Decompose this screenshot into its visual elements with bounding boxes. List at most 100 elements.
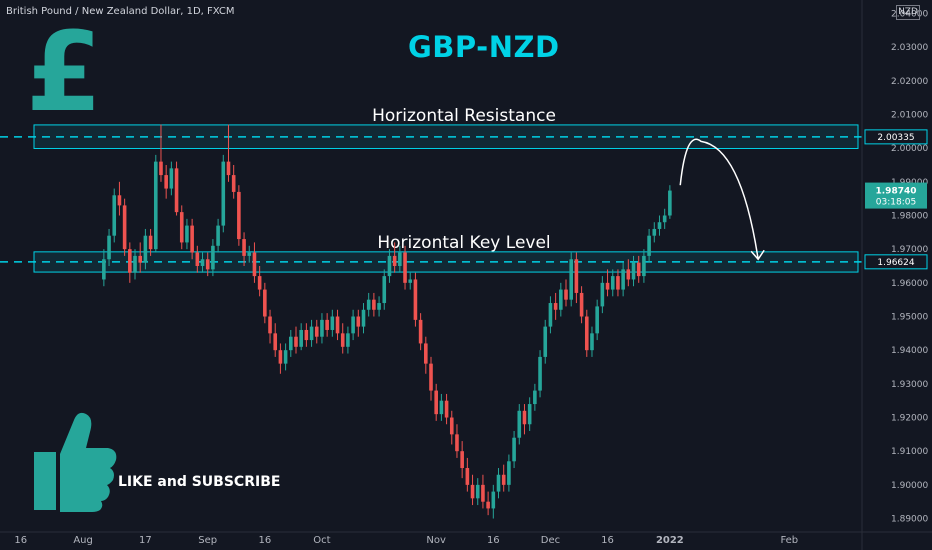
candle-body — [377, 303, 381, 310]
x-tick-label: Sep — [198, 535, 217, 546]
candle-105 — [647, 228, 651, 263]
x-tick-label: 2022 — [656, 535, 684, 546]
candle-body — [346, 333, 350, 347]
candle-61 — [418, 313, 423, 351]
candle-29 — [252, 242, 257, 283]
candle-body — [143, 235, 148, 263]
candle-body — [226, 161, 231, 176]
candle-25 — [231, 164, 236, 199]
candle-body — [340, 333, 345, 347]
candle-32 — [268, 309, 272, 344]
candle-15 — [179, 205, 184, 250]
candle-52 — [372, 292, 376, 317]
y-tick-label: 2.03000 — [891, 43, 928, 53]
candle-body — [190, 225, 194, 253]
candle-body — [179, 212, 184, 243]
candle-body — [299, 329, 303, 347]
candle-body — [522, 410, 527, 425]
candle-16 — [185, 218, 189, 250]
candle-body — [424, 343, 428, 364]
candle-74 — [486, 491, 490, 516]
x-tick-label: Aug — [73, 535, 93, 546]
zone-price-label-1: 1.96624 — [877, 258, 914, 268]
projection-arrow — [679, 138, 759, 260]
candle-11 — [159, 124, 163, 182]
candle-body — [185, 225, 189, 243]
candle-85 — [543, 319, 548, 364]
candle-78 — [507, 454, 511, 492]
y-tick-label: 1.91000 — [891, 447, 928, 457]
candle-95 — [595, 299, 599, 341]
candle-86 — [548, 296, 553, 334]
candle-body — [590, 333, 594, 351]
candle-54 — [382, 269, 387, 310]
candle-body — [133, 255, 137, 273]
candle-53 — [377, 296, 381, 317]
candle-55 — [387, 249, 392, 283]
y-tick-label: 2.04000 — [891, 9, 928, 19]
candle-body — [320, 319, 324, 337]
candle-body — [475, 484, 480, 499]
candle-6 — [133, 249, 137, 280]
candle-12 — [164, 164, 168, 199]
candle-90 — [569, 252, 574, 307]
candle-body — [636, 262, 641, 277]
candle-body — [117, 195, 122, 206]
candle-75 — [491, 484, 496, 519]
y-tick-label: 1.98000 — [891, 211, 928, 221]
candle-body — [247, 252, 252, 256]
candle-body — [288, 336, 293, 351]
candle-100 — [621, 262, 625, 297]
candle-body — [418, 319, 423, 344]
candle-body — [600, 282, 605, 307]
candle-body — [564, 289, 568, 300]
candle-65 — [439, 393, 444, 421]
candle-9 — [148, 228, 153, 256]
candle-body — [314, 326, 319, 337]
candle-39 — [304, 323, 309, 347]
y-tick-label: 1.96000 — [891, 279, 928, 289]
candle-body — [242, 239, 246, 256]
candle-body — [159, 161, 163, 176]
candle-body — [164, 175, 168, 189]
candle-68 — [455, 424, 459, 458]
candle-body — [657, 222, 662, 229]
candle-body — [372, 299, 376, 310]
candle-46 — [340, 323, 345, 354]
x-tick-label: Oct — [313, 535, 330, 546]
y-tick-label: 1.92000 — [891, 414, 928, 424]
candle-body — [216, 225, 220, 246]
candle-body — [221, 161, 226, 226]
candle-97 — [605, 269, 610, 297]
candle-41 — [314, 319, 319, 344]
candle-body — [304, 329, 309, 341]
candle-body — [434, 390, 438, 415]
x-tick-label: 16 — [601, 535, 614, 546]
zone-label-1: Horizontal Key Level — [377, 233, 550, 253]
candle-body — [102, 259, 106, 280]
pound-sign-icon: £ — [26, 18, 103, 128]
candle-27 — [242, 232, 246, 266]
candle-94 — [590, 326, 594, 357]
candle-33 — [273, 323, 278, 357]
zone-label-0: Horizontal Resistance — [372, 106, 556, 126]
x-tick-label: 16 — [258, 535, 271, 546]
y-tick-label: 2.02000 — [891, 77, 928, 87]
candle-87 — [553, 292, 558, 320]
x-tick-label: 17 — [139, 535, 152, 546]
candle-58 — [403, 245, 407, 290]
candle-20 — [205, 252, 210, 277]
candle-body — [366, 299, 371, 310]
candle-47 — [346, 326, 350, 354]
candle-body — [263, 289, 267, 317]
candle-92 — [579, 286, 584, 324]
x-tick-label: Dec — [541, 535, 560, 546]
candle-body — [460, 451, 464, 469]
candle-35 — [283, 343, 288, 371]
y-tick-label: 1.89000 — [891, 515, 928, 525]
candle-79 — [512, 430, 516, 469]
candle-body — [138, 255, 143, 263]
currency-badge[interactable]: NZD — [896, 5, 920, 20]
candle-73 — [481, 474, 485, 509]
candle-45 — [335, 309, 340, 341]
